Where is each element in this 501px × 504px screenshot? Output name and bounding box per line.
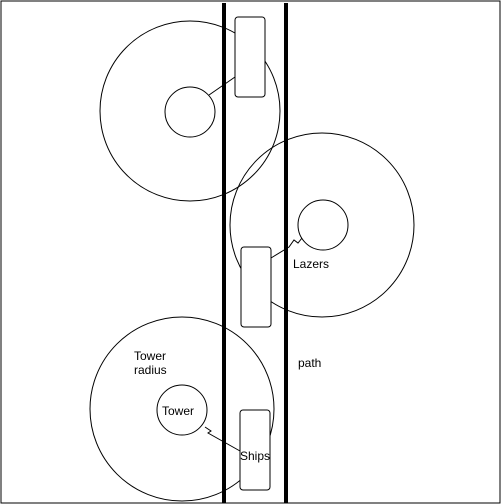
- tower-circle-bottom: [156, 384, 208, 436]
- ship-top: [234, 16, 266, 98]
- path-label: path: [298, 356, 321, 370]
- tower-label: Tower: [162, 404, 194, 418]
- tower-circle-top: [164, 86, 216, 138]
- lazer-bottom: [204, 426, 241, 452]
- tower-radius-circle-middle: [229, 132, 415, 318]
- lazer-middle: [270, 237, 303, 259]
- lazers-label: Lazers: [293, 257, 329, 271]
- tower-circle-middle: [297, 199, 349, 251]
- tower-radius-circle-top: [99, 20, 281, 202]
- tower-radius-label-line1: Tower: [134, 349, 166, 363]
- tower-radius-label-line2: radius: [134, 363, 167, 377]
- lazer-top: [208, 76, 236, 96]
- ship-bottom: [239, 409, 271, 491]
- tower-radius-circle-bottom: [89, 316, 275, 502]
- ships-label: Ships: [240, 449, 270, 463]
- ship-middle: [240, 246, 272, 328]
